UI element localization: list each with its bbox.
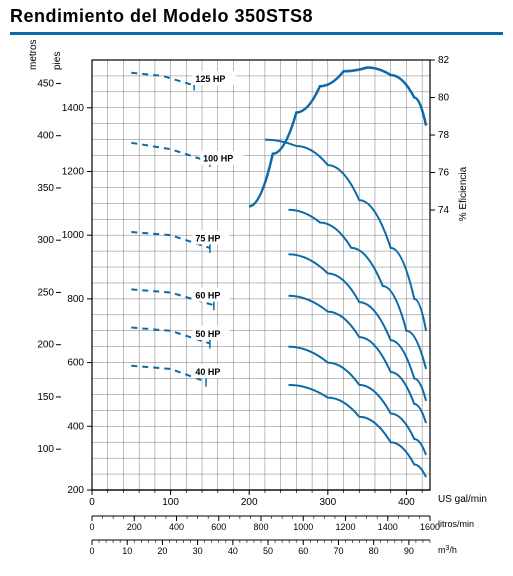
svg-text:1600: 1600: [420, 522, 440, 532]
svg-text:80: 80: [369, 546, 379, 556]
svg-text:1400: 1400: [62, 103, 85, 114]
svg-text:75 HP: 75 HP: [195, 233, 220, 243]
svg-text:250: 250: [37, 287, 54, 298]
svg-text:40: 40: [228, 546, 238, 556]
svg-text:1000: 1000: [62, 230, 85, 241]
svg-text:400: 400: [169, 522, 184, 532]
svg-text:82: 82: [438, 55, 450, 66]
svg-text:m3/h: m3/h: [438, 545, 457, 556]
svg-text:300: 300: [37, 235, 54, 246]
svg-text:200: 200: [37, 340, 54, 351]
svg-text:40 HP: 40 HP: [195, 367, 220, 377]
svg-text:50 HP: 50 HP: [195, 329, 220, 339]
svg-text:100: 100: [37, 444, 54, 455]
page: Rendimiento del Modelo 350STS8 125 HP100…: [0, 0, 513, 576]
svg-text:150: 150: [37, 392, 54, 403]
svg-text:800: 800: [67, 294, 84, 305]
svg-text:600: 600: [211, 522, 226, 532]
svg-text:pies: pies: [52, 52, 63, 70]
svg-text:80: 80: [438, 93, 450, 104]
svg-text:1000: 1000: [293, 522, 313, 532]
svg-text:% Eficiencia: % Eficiencia: [458, 166, 469, 221]
svg-text:60 HP: 60 HP: [195, 291, 220, 301]
svg-text:20: 20: [157, 546, 167, 556]
svg-text:400: 400: [37, 131, 54, 142]
svg-text:0: 0: [89, 522, 94, 532]
svg-text:200: 200: [127, 522, 142, 532]
svg-text:100: 100: [162, 497, 179, 508]
svg-text:70: 70: [333, 546, 343, 556]
chart-title: Rendimiento del Modelo 350STS8: [10, 6, 313, 27]
svg-text:10: 10: [122, 546, 132, 556]
svg-text:400: 400: [398, 497, 415, 508]
chart-area: 125 HP100 HP75 HP60 HP50 HP40 HP01002003…: [0, 40, 513, 576]
svg-text:200: 200: [241, 497, 258, 508]
svg-text:300: 300: [319, 497, 336, 508]
svg-text:litros/min: litros/min: [438, 519, 474, 529]
svg-text:60: 60: [298, 546, 308, 556]
svg-text:76: 76: [438, 168, 450, 179]
svg-text:74: 74: [438, 205, 450, 216]
chart-svg: 125 HP100 HP75 HP60 HP50 HP40 HP01002003…: [0, 40, 513, 576]
svg-text:0: 0: [89, 546, 94, 556]
svg-text:100 HP: 100 HP: [203, 154, 233, 164]
svg-text:1200: 1200: [62, 166, 85, 177]
svg-text:125 HP: 125 HP: [195, 74, 225, 84]
svg-text:200: 200: [67, 485, 84, 496]
title-underline: [10, 32, 503, 35]
svg-text:800: 800: [253, 522, 268, 532]
svg-text:metros: metros: [28, 40, 39, 70]
svg-text:450: 450: [37, 78, 54, 89]
svg-text:350: 350: [37, 183, 54, 194]
svg-text:600: 600: [67, 358, 84, 369]
svg-text:90: 90: [404, 546, 414, 556]
svg-text:78: 78: [438, 130, 450, 141]
svg-text:50: 50: [263, 546, 273, 556]
svg-text:400: 400: [67, 421, 84, 432]
svg-text:0: 0: [89, 497, 95, 508]
svg-text:US gal/min: US gal/min: [438, 494, 487, 505]
svg-text:1400: 1400: [378, 522, 398, 532]
svg-text:1200: 1200: [335, 522, 355, 532]
svg-text:30: 30: [193, 546, 203, 556]
